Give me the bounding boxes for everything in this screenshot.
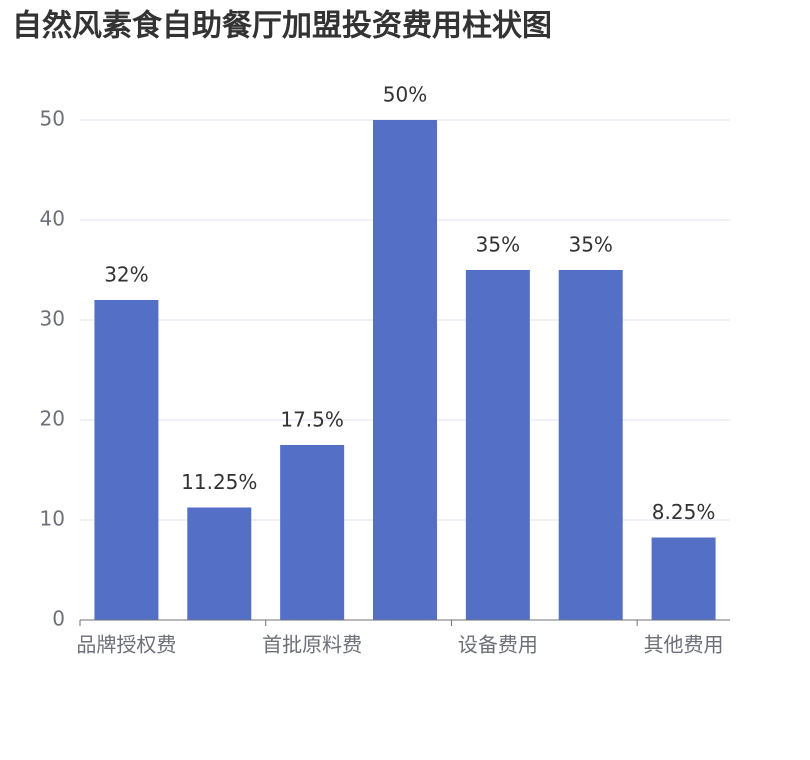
y-tick-label: 0 [52, 607, 65, 631]
y-tick-label: 20 [40, 407, 65, 431]
bar [651, 537, 716, 620]
value-label: 8.25% [652, 500, 716, 524]
chart-title: 自然风素食自助餐厅加盟投资费用柱状图 [12, 9, 552, 44]
y-tick-label: 40 [40, 207, 65, 231]
x-tick-label: 首批原料费 [262, 633, 362, 657]
bar [558, 270, 623, 620]
bar [465, 270, 530, 620]
x-tick-label: 其他费用 [644, 633, 724, 657]
value-label: 11.25% [181, 470, 257, 494]
y-tick-label: 30 [40, 307, 65, 331]
x-tick-label: 设备费用 [458, 633, 538, 657]
bar [187, 507, 252, 620]
value-label: 35% [476, 233, 520, 257]
value-label: 32% [104, 263, 148, 287]
bar [94, 300, 159, 620]
value-label: 50% [383, 83, 427, 107]
bar [280, 445, 345, 620]
bar [373, 120, 437, 620]
y-tick-label: 50 [40, 107, 65, 131]
value-label: 17.5% [280, 408, 344, 432]
value-label: 35% [568, 233, 612, 257]
y-tick-label: 10 [40, 507, 65, 531]
x-tick-label: 品牌授权费 [76, 633, 176, 657]
